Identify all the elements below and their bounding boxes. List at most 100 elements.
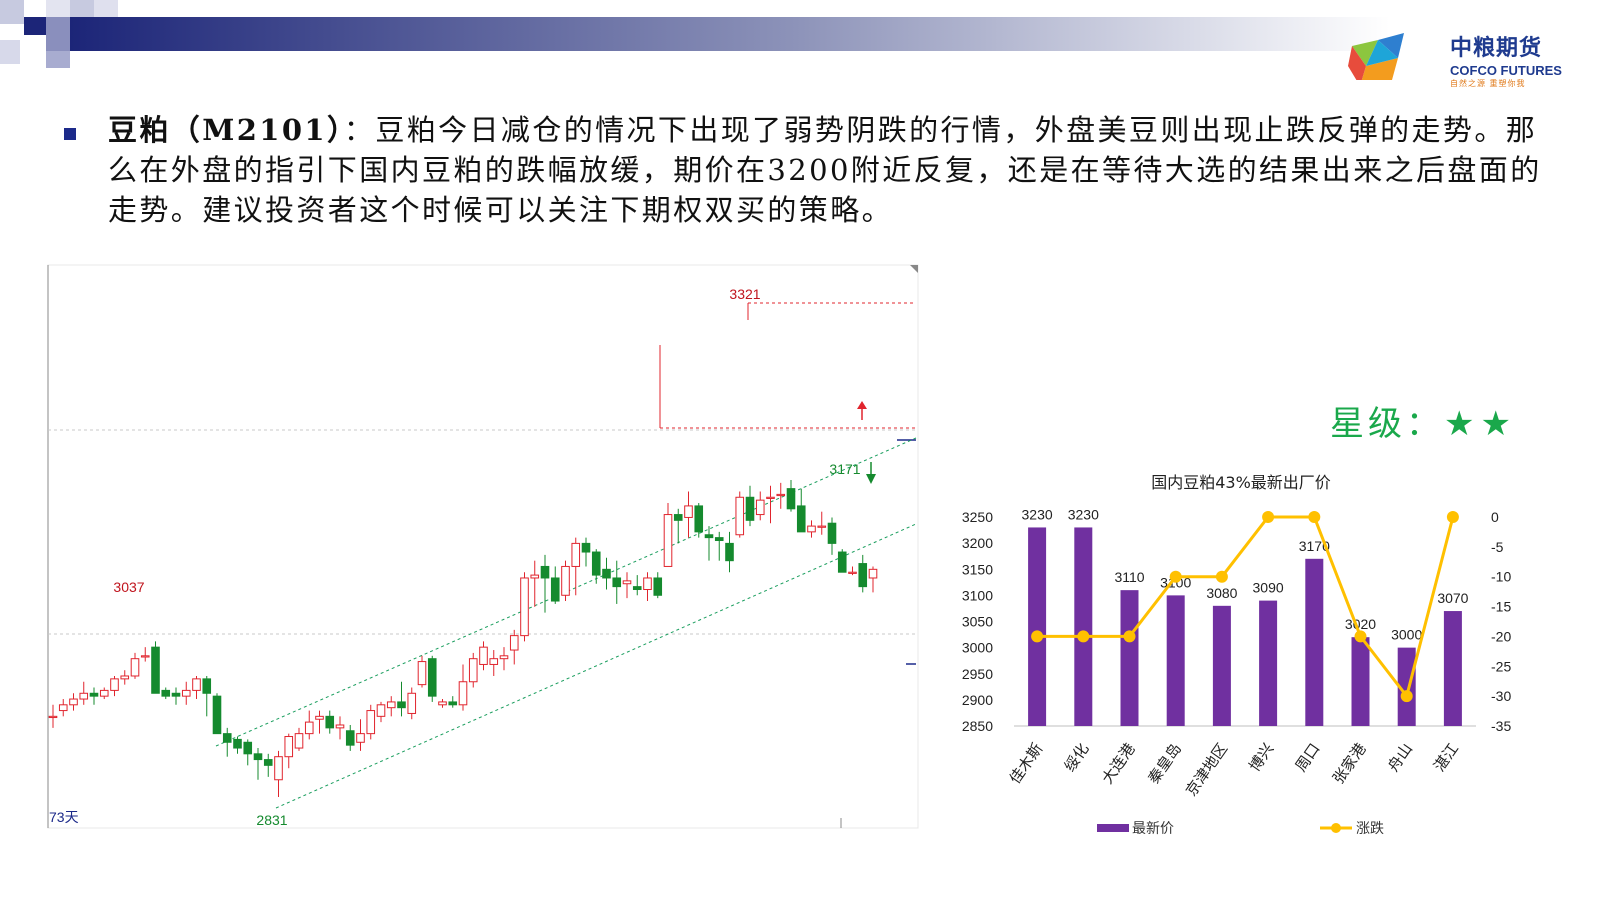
rating-label: 星级： bbox=[1330, 404, 1444, 444]
candle bbox=[776, 482, 786, 509]
candle-body bbox=[120, 675, 130, 680]
candle bbox=[520, 572, 529, 642]
candle bbox=[509, 629, 519, 665]
candle-body bbox=[540, 565, 550, 579]
bar-chart-title: 国内豆粕43%最新出厂价 bbox=[1151, 473, 1331, 492]
line-point bbox=[1215, 570, 1228, 583]
bar bbox=[1166, 595, 1185, 726]
candle-body bbox=[520, 577, 529, 637]
candle-body bbox=[315, 715, 324, 720]
y-left-tick: 2850 bbox=[962, 718, 993, 734]
candle bbox=[653, 572, 663, 599]
analysis-paragraph: 豆粕（M2101）：豆粕今日减仓的情况下出现了弱势阴跌的行情，外盘美豆则出现止跌… bbox=[108, 110, 1558, 230]
candle-body bbox=[663, 514, 673, 567]
annotation-low: 2831 bbox=[256, 812, 287, 828]
line-point bbox=[1400, 690, 1413, 703]
legend-bar-label: 最新价 bbox=[1132, 821, 1174, 837]
candle-body bbox=[448, 701, 458, 706]
candle-body bbox=[69, 698, 78, 706]
candle-body bbox=[807, 525, 816, 533]
candle bbox=[304, 710, 314, 740]
category-label: 秦皇岛 bbox=[1144, 740, 1185, 787]
candle bbox=[356, 719, 365, 751]
candle-body bbox=[345, 730, 355, 746]
bar-data-label: 3090 bbox=[1253, 580, 1284, 596]
paragraph-lead: 豆粕（M2101） bbox=[108, 113, 344, 147]
candle-body bbox=[284, 736, 294, 758]
candle-body bbox=[509, 635, 519, 651]
candle bbox=[212, 693, 222, 735]
y-left-tick: 3250 bbox=[962, 509, 993, 525]
y-left-tick: 2900 bbox=[962, 692, 993, 708]
candle bbox=[745, 485, 755, 527]
candle bbox=[345, 724, 355, 751]
candle bbox=[468, 652, 478, 688]
legend-bar-swatch bbox=[1097, 824, 1129, 832]
candle bbox=[550, 566, 560, 604]
corner-marker bbox=[910, 265, 918, 273]
candle bbox=[489, 650, 499, 676]
legend-line-marker bbox=[1331, 823, 1341, 833]
candle-body bbox=[325, 715, 335, 729]
change-line bbox=[1037, 515, 1455, 700]
bar bbox=[1212, 605, 1231, 726]
candle-body bbox=[274, 756, 283, 781]
candle-body bbox=[458, 681, 468, 706]
candle bbox=[714, 531, 724, 561]
header-banner bbox=[0, 0, 1404, 80]
candle-body bbox=[356, 733, 365, 743]
rating: 星级：★★ bbox=[1330, 396, 1517, 445]
bar bbox=[1120, 590, 1139, 726]
candle bbox=[386, 696, 396, 717]
candle-body bbox=[581, 542, 591, 553]
cofco-logo-icon bbox=[1348, 33, 1404, 80]
candle bbox=[284, 733, 294, 769]
y-right-tick: -25 bbox=[1491, 658, 1511, 674]
bar-data-label: 3020 bbox=[1345, 616, 1376, 632]
candle bbox=[253, 748, 263, 780]
candle-body bbox=[694, 505, 704, 533]
annotation-last: 3171 bbox=[829, 461, 860, 477]
candle bbox=[827, 517, 837, 555]
candle bbox=[376, 701, 386, 723]
line-point bbox=[1354, 630, 1367, 643]
candle bbox=[848, 566, 857, 576]
candle bbox=[397, 681, 406, 717]
candle bbox=[602, 557, 611, 590]
candle-body bbox=[479, 646, 488, 665]
candle bbox=[591, 549, 601, 584]
candle-body bbox=[427, 658, 437, 697]
candle bbox=[807, 520, 816, 538]
bar-data-label: 3230 bbox=[1022, 506, 1053, 522]
candle bbox=[335, 716, 345, 740]
candle-body bbox=[243, 741, 253, 755]
candle-body bbox=[397, 701, 406, 709]
candle-body bbox=[714, 537, 724, 542]
annotation-high: 3321 bbox=[729, 286, 760, 302]
candle-body bbox=[550, 577, 560, 602]
bar bbox=[1443, 611, 1462, 726]
candle-body bbox=[151, 646, 160, 694]
y-left-tick: 2950 bbox=[962, 666, 993, 682]
candle-body bbox=[89, 692, 99, 697]
candle bbox=[673, 508, 683, 544]
candle bbox=[755, 491, 765, 521]
y-left-tick: 3200 bbox=[962, 535, 993, 551]
candle bbox=[571, 537, 581, 596]
legend-line-label: 涨跌 bbox=[1356, 821, 1384, 837]
annotation-mid-high: 3037 bbox=[113, 579, 144, 595]
candle-body bbox=[827, 522, 837, 544]
candle-body bbox=[304, 721, 314, 735]
bar-series: 3230323031103100308030903170302030003070 bbox=[1022, 506, 1469, 726]
candle bbox=[499, 647, 509, 671]
candle-body bbox=[837, 551, 847, 573]
candle-body bbox=[212, 695, 222, 735]
y-right-tick: 0 bbox=[1491, 509, 1499, 525]
candle-body bbox=[171, 692, 181, 697]
candle-body bbox=[632, 586, 642, 591]
candle-body bbox=[591, 551, 601, 576]
category-label: 大连港 bbox=[1098, 740, 1139, 787]
candle bbox=[858, 554, 868, 593]
candle-body bbox=[612, 577, 622, 588]
